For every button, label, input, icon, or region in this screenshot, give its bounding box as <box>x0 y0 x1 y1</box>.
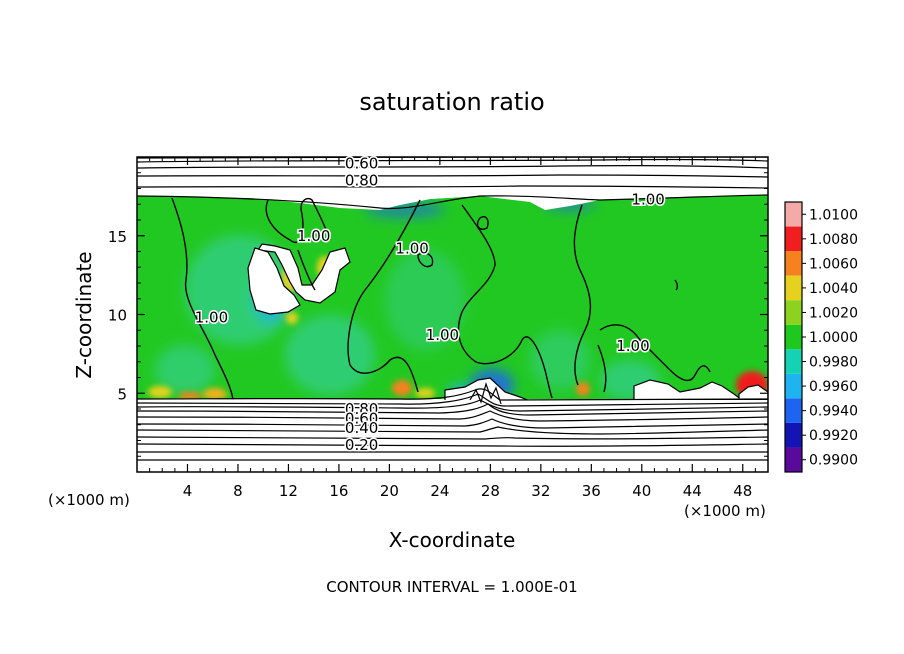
contour-line <box>171 197 234 401</box>
contour-line <box>599 324 711 382</box>
contour-line <box>137 443 768 447</box>
contour-label: 1.00 <box>426 326 459 344</box>
field-anomaly-high <box>576 382 590 396</box>
field-anomaly-high <box>392 380 412 396</box>
colorbar-swatch <box>785 226 802 252</box>
y-ticks: 5 10 15 <box>108 172 768 457</box>
blank-region <box>256 243 351 304</box>
x-tick-label: 12 <box>279 482 298 500</box>
colorbar: 0.9900 0.9920 0.9940 0.9960 0.9980 1.0000 1.00… <box>784 201 858 473</box>
colorbar-label: 1.0000 <box>809 330 858 346</box>
chart-title: saturation ratio <box>359 88 545 116</box>
x-ticks: 4 8 12 16 20 24 28 32 36 40 44 48 <box>149 157 756 500</box>
field-anomaly-high <box>178 392 202 400</box>
colorbar-label: 1.0040 <box>809 281 858 297</box>
contour-label: 0.40 <box>345 419 378 437</box>
contour-label: 1.00 <box>297 227 330 245</box>
x-tick-label: 28 <box>481 482 500 500</box>
contour-line <box>297 249 316 291</box>
colorbar-label: 0.9940 <box>809 404 858 420</box>
x-unit-label-right: (×1000 m) <box>684 502 766 520</box>
x-tick-label: 48 <box>733 482 752 500</box>
x-tick-label: 4 <box>183 482 193 500</box>
contour-line <box>137 399 768 412</box>
colorbar-swatch <box>785 251 802 276</box>
contour-labels: 0.600.801.001.001.001.001.001.000.800.60… <box>193 153 666 456</box>
contour-line <box>137 418 768 429</box>
blank-region <box>137 157 768 210</box>
contour-label: 0.60 <box>345 154 378 172</box>
contour-label: 1.00 <box>195 309 228 327</box>
colorbar-label: 1.0080 <box>809 232 858 248</box>
y-tick-label: 10 <box>108 307 127 325</box>
colorbar-swatch <box>785 398 802 423</box>
contour-line <box>476 216 489 230</box>
contour-line <box>674 279 679 291</box>
contour-label: 1.00 <box>616 337 649 355</box>
contour-interval-note: CONTOUR INTERVAL = 1.000E-01 <box>326 578 578 596</box>
contour-line <box>417 252 434 268</box>
contour-line <box>469 382 502 405</box>
x-unit-label-left: (×1000 m) <box>48 491 130 509</box>
blank-region <box>247 247 301 315</box>
contour-line <box>137 174 768 178</box>
contour-label: 0.60 <box>345 409 378 427</box>
colorbar-swatch <box>785 300 802 325</box>
y-tick-label: 5 <box>117 385 127 403</box>
colorbar-label: 1.0100 <box>809 207 858 223</box>
colorbar-label: 0.9920 <box>809 428 858 444</box>
x-tick-label: 20 <box>380 482 399 500</box>
contour-line <box>137 403 768 416</box>
field-anomaly-cyan <box>285 315 375 395</box>
x-tick-label: 36 <box>582 482 601 500</box>
contour-label: 0.80 <box>345 400 378 418</box>
contour-line <box>137 165 768 169</box>
colorbar-swatch <box>785 447 802 472</box>
x-tick-label: 24 <box>430 482 449 500</box>
field-anomaly-high <box>286 312 298 324</box>
x-axis-label: X-coordinate <box>388 528 516 552</box>
colorbar-swatch <box>785 202 802 227</box>
contour-line <box>137 185 768 189</box>
contour-line <box>597 344 607 393</box>
contour-line <box>137 388 768 401</box>
colorbar-swatch <box>785 324 802 350</box>
contour-label: 1.00 <box>631 191 664 209</box>
colorbar-swatch <box>785 373 802 399</box>
x-tick-label: 40 <box>632 482 651 500</box>
field-anomaly-high <box>148 386 172 398</box>
contour-line <box>457 204 553 399</box>
x-tick-label: 16 <box>329 482 348 500</box>
colorbar-label: 0.9980 <box>809 355 858 371</box>
colorbar-label: 0.9900 <box>809 453 858 469</box>
contour-line <box>265 197 331 243</box>
field-anomaly-high <box>415 388 435 398</box>
contour-label: 0.20 <box>345 436 378 454</box>
colorbar-swatch <box>785 275 802 301</box>
colorbar-swatch <box>785 422 802 448</box>
colorbar-label: 0.9960 <box>809 379 858 395</box>
colorbar-label: 1.0060 <box>809 256 858 272</box>
contour-line <box>137 158 768 163</box>
contour-line <box>573 204 592 386</box>
x-tick-label: 32 <box>531 482 550 500</box>
contour-label: 1.00 <box>395 239 428 257</box>
x-tick-label: 44 <box>683 482 702 500</box>
x-tick-label: 8 <box>233 482 243 500</box>
contour-label: 0.80 <box>345 172 378 190</box>
contour-line <box>137 194 768 210</box>
colorbar-swatch <box>785 349 802 374</box>
field-anomaly-cyan <box>155 345 215 395</box>
contour-line <box>137 410 768 422</box>
y-tick-label: 15 <box>108 228 127 246</box>
contour-line <box>347 199 421 393</box>
colorbar-label: 1.0020 <box>809 305 858 321</box>
field-anomaly-high <box>203 388 227 400</box>
field-anomaly-cyan <box>385 250 465 350</box>
